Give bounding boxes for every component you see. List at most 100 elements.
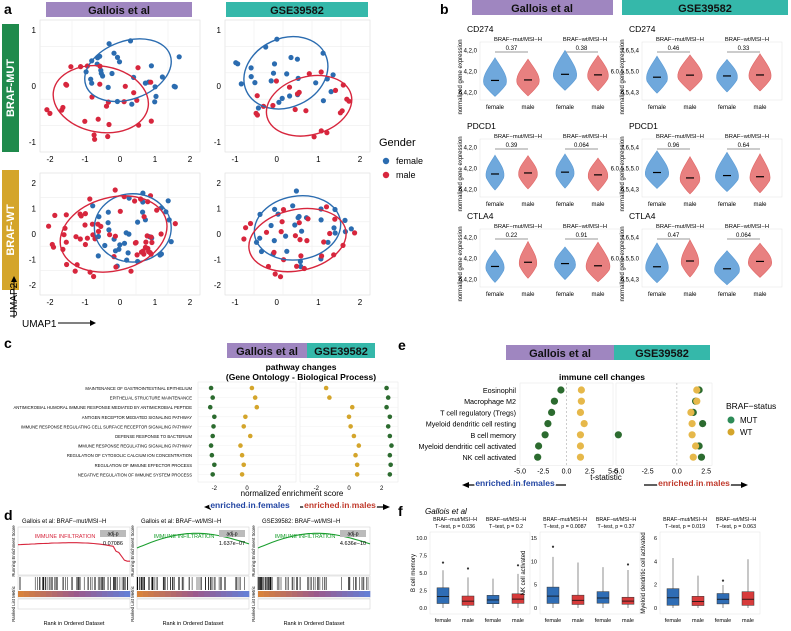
gsea-xlabel: Rank in Ordered Dataset bbox=[284, 621, 345, 627]
boxplot-header-mut: BRAF−mut/MSI−H bbox=[663, 517, 707, 523]
umap-point bbox=[91, 132, 97, 138]
violin-ytick: 6,5,4,3 bbox=[621, 91, 640, 97]
umap-point bbox=[98, 223, 104, 229]
immune-dot-wt bbox=[576, 442, 585, 450]
pathway-dot-mut bbox=[387, 433, 393, 439]
boxplot-header-mut: BRAF−mut/MSI−H bbox=[433, 517, 477, 523]
gsea-color-bar bbox=[187, 591, 194, 597]
boxplot-0: BRAF−mut/MSI−H BRAF−wt/MSI−HT−test, p = 0… bbox=[411, 517, 531, 624]
violin-gene-label: CD274 bbox=[629, 24, 656, 34]
boxplot-test-wt: T−test, p = 0.2 bbox=[489, 524, 523, 530]
violin-group-mut: BRAF−mut/MSI−H bbox=[656, 224, 704, 230]
umap-point bbox=[112, 233, 118, 239]
violin-ytick: 6,5,4,3 bbox=[621, 188, 640, 194]
umap-point bbox=[328, 89, 334, 95]
gsea-title: Gallois et al: BRAF−mut/MSI−H bbox=[22, 519, 106, 525]
gsea-color-bar bbox=[258, 591, 264, 597]
umap-y-arrowhead bbox=[11, 276, 17, 282]
umap-point bbox=[72, 268, 78, 274]
boxplot-box bbox=[461, 595, 475, 606]
violin-xtick: female bbox=[556, 202, 575, 208]
gsea-color-bar bbox=[68, 591, 75, 597]
immune-cell-label: T cell regulatory (Tregs) bbox=[440, 408, 516, 417]
violin-xtick: male bbox=[521, 105, 535, 111]
gsea-color-bar bbox=[342, 591, 348, 597]
umap-point bbox=[73, 234, 79, 240]
umap-point bbox=[135, 65, 141, 71]
immune-legend-mut: MUT bbox=[740, 416, 757, 425]
umap-xtick: -1 bbox=[231, 298, 239, 307]
umap-point bbox=[299, 228, 305, 234]
violin-pvalue: 0.22 bbox=[506, 233, 518, 239]
gsea-title: GSE39582: BRAF−wt/MSI−H bbox=[262, 519, 340, 525]
immune-cell-label: Macrophage M2 bbox=[464, 397, 516, 406]
violin-gene-label: CD274 bbox=[467, 24, 494, 34]
gsea-color-bar bbox=[198, 591, 205, 597]
gsea-color-bar bbox=[176, 591, 183, 597]
umap-x-label: UMAP1 bbox=[22, 319, 57, 330]
umap-point bbox=[61, 232, 67, 238]
pathway-dot-wt bbox=[254, 404, 260, 410]
umap-point bbox=[292, 106, 298, 113]
umap-xtick: 0 bbox=[274, 155, 279, 164]
gsea-adjp-header bbox=[340, 530, 366, 537]
pathway-dot-mut bbox=[208, 443, 214, 448]
violin-xtick: male bbox=[753, 292, 767, 298]
boxplot-2: BRAF−mut/MSI−H BRAF−wt/MSI−HT−test, p = 0… bbox=[641, 517, 761, 624]
gsea-color-bar bbox=[181, 591, 188, 597]
pathway-dot-wt bbox=[349, 404, 355, 410]
umap-point bbox=[277, 274, 284, 280]
umap-point bbox=[117, 242, 123, 248]
gsea-plots: Gallois et al: BRAF−mut/MSI−H IMMUNE INFI… bbox=[11, 519, 371, 627]
umap-point bbox=[252, 80, 258, 86]
umap-point bbox=[102, 242, 108, 249]
violin-xtick: female bbox=[648, 292, 667, 298]
umap-xtick: -2 bbox=[46, 298, 54, 307]
umap-point bbox=[287, 93, 293, 99]
umap-point bbox=[82, 241, 88, 248]
umap-ytick: 2 bbox=[32, 179, 37, 188]
boxplot-xtick: female bbox=[595, 618, 612, 624]
umap-point bbox=[129, 101, 135, 107]
gsea-adjp-label: adj-p bbox=[347, 532, 358, 538]
pathway-xtick: 0 bbox=[347, 486, 351, 492]
umap-point bbox=[279, 95, 285, 101]
umap-point bbox=[147, 250, 153, 256]
umap-point bbox=[112, 187, 118, 193]
violin-pvalue: 0.064 bbox=[574, 143, 590, 149]
umap-point bbox=[82, 211, 88, 217]
umap-point bbox=[233, 60, 239, 66]
umap-point bbox=[296, 220, 302, 226]
umap-point bbox=[68, 64, 74, 70]
boxplot-xtick: female bbox=[665, 618, 682, 624]
immune-xtick: 0.0 bbox=[562, 468, 572, 475]
umap-point bbox=[90, 203, 96, 209]
umap-point bbox=[327, 230, 333, 237]
pathway-dot-mut bbox=[384, 385, 389, 391]
violin-group-mut: BRAF−mut/MSI−H bbox=[494, 224, 542, 230]
header-gallois-b-label: Gallois et al bbox=[511, 3, 573, 15]
pathway-dot-mut bbox=[212, 462, 217, 468]
umap-point bbox=[298, 253, 304, 259]
umap-point bbox=[153, 93, 159, 99]
umap-point bbox=[158, 231, 164, 237]
umap-point bbox=[342, 217, 348, 223]
umap-xtick: -2 bbox=[46, 155, 54, 164]
gsea-color-bar bbox=[209, 591, 216, 597]
pathway-dot-mut bbox=[208, 385, 214, 391]
umap-point bbox=[106, 227, 112, 233]
umap-point bbox=[176, 54, 182, 60]
umap-point bbox=[348, 226, 354, 232]
umap-point bbox=[103, 103, 110, 109]
immune-dot-mut bbox=[548, 408, 556, 416]
boxplot-ytick: 0 bbox=[534, 606, 537, 612]
header-gallois-a-label: Gallois et al bbox=[88, 5, 150, 17]
boxplot-ytick: 2.5 bbox=[419, 589, 427, 595]
pathway-dot-mut bbox=[209, 452, 215, 458]
umap-point bbox=[64, 261, 70, 268]
violin-ylabel: normalized gene expression bbox=[620, 136, 626, 211]
immune-dot-mut bbox=[697, 453, 706, 461]
umap-point bbox=[263, 229, 270, 235]
